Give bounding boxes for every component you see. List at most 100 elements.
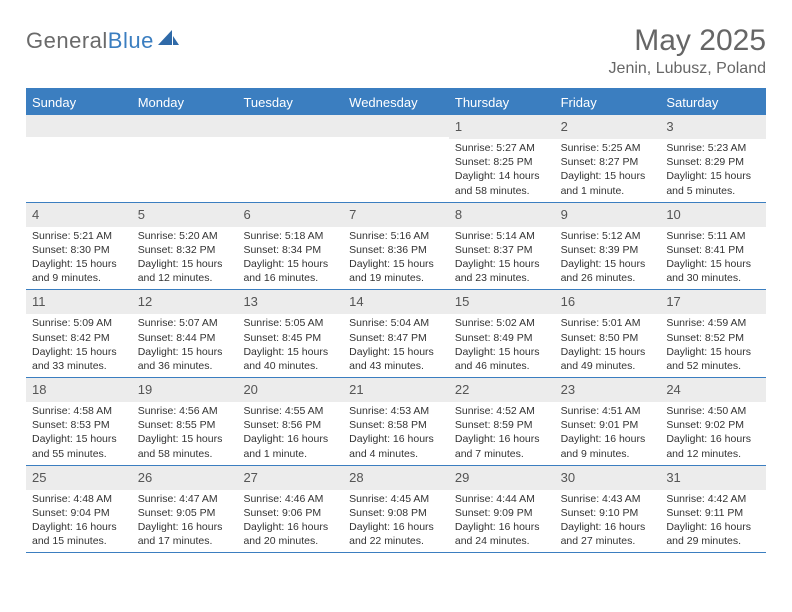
logo-word2: Blue <box>108 28 154 53</box>
daynum-row: 25 <box>26 466 132 490</box>
daynum-row: 23 <box>555 378 661 402</box>
day-cell-31: 31Sunrise: 4:42 AMSunset: 9:11 PMDayligh… <box>660 466 766 553</box>
daynum-row: 20 <box>237 378 343 402</box>
daynum-row <box>237 115 343 137</box>
day-cell-10: 10Sunrise: 5:11 AMSunset: 8:41 PMDayligh… <box>660 203 766 290</box>
location: Jenin, Lubusz, Poland <box>609 60 766 78</box>
day-detail: Sunrise: 4:46 AMSunset: 9:06 PMDaylight:… <box>237 490 343 549</box>
weekday-thursday: Thursday <box>449 90 555 115</box>
day-cell-14: 14Sunrise: 5:04 AMSunset: 8:47 PMDayligh… <box>343 290 449 377</box>
daynum-row: 9 <box>555 203 661 227</box>
day-number: 21 <box>349 382 363 397</box>
weekday-row: SundayMondayTuesdayWednesdayThursdayFrid… <box>26 90 766 115</box>
day-number: 7 <box>349 207 356 222</box>
day-detail: Sunrise: 5:01 AMSunset: 8:50 PMDaylight:… <box>555 314 661 373</box>
daynum-row: 6 <box>237 203 343 227</box>
day-number: 26 <box>138 470 152 485</box>
sail-icon <box>158 30 180 53</box>
daynum-row: 14 <box>343 290 449 314</box>
logo-text: GeneralBlue <box>26 28 154 54</box>
day-detail: Sunrise: 5:20 AMSunset: 8:32 PMDaylight:… <box>132 227 238 286</box>
daynum-row: 22 <box>449 378 555 402</box>
day-cell-18: 18 Sunrise: 4:58 AMSunset: 8:53 PMDayligh… <box>26 378 132 465</box>
daynum-row: 8 <box>449 203 555 227</box>
day-detail: Sunrise: 5:14 AMSunset: 8:37 PMDaylight:… <box>449 227 555 286</box>
day-detail: Sunrise: 4:47 AMSunset: 9:05 PMDaylight:… <box>132 490 238 549</box>
day-cell-4: 4Sunrise: 5:21 AMSunset: 8:30 PMDaylight… <box>26 203 132 290</box>
daynum-row: 2 <box>555 115 661 139</box>
daynum-row: 31 <box>660 466 766 490</box>
empty-cell <box>132 115 238 202</box>
day-detail: Sunrise: 5:09 AMSunset: 8:42 PMDaylight:… <box>26 314 132 373</box>
day-number: 24 <box>666 382 680 397</box>
day-cell-23: 23Sunrise: 4:51 AMSunset: 9:01 PMDayligh… <box>555 378 661 465</box>
day-detail: Sunrise: 5:02 AMSunset: 8:49 PMDaylight:… <box>449 314 555 373</box>
daynum-row: 3 <box>660 115 766 139</box>
day-cell-28: 28Sunrise: 4:45 AMSunset: 9:08 PMDayligh… <box>343 466 449 553</box>
daynum-row <box>132 115 238 137</box>
day-cell-29: 29 Sunrise: 4:44 AMSunset: 9:09 PMDayligh… <box>449 466 555 553</box>
day-number: 10 <box>666 207 680 222</box>
daynum-row: 12 <box>132 290 238 314</box>
day-number: 29 <box>455 470 469 485</box>
day-detail: Sunrise: 4:56 AMSunset: 8:55 PMDaylight:… <box>132 402 238 461</box>
day-cell-20: 20Sunrise: 4:55 AMSunset: 8:56 PMDayligh… <box>237 378 343 465</box>
daynum-row <box>26 115 132 137</box>
daynum-row: 17 <box>660 290 766 314</box>
daynum-row: 21 <box>343 378 449 402</box>
day-detail: Sunrise: 5:05 AMSunset: 8:45 PMDaylight:… <box>237 314 343 373</box>
calendar: SundayMondayTuesdayWednesdayThursdayFrid… <box>26 88 766 553</box>
week-row: 18 Sunrise: 4:58 AMSunset: 8:53 PMDayligh… <box>26 378 766 466</box>
day-detail: Sunrise: 4:58 AMSunset: 8:53 PMDaylight:… <box>26 402 132 461</box>
day-cell-3: 3Sunrise: 5:23 AMSunset: 8:29 PMDaylight… <box>660 115 766 202</box>
day-detail: Sunrise: 4:44 AMSunset: 9:09 PMDaylight:… <box>449 490 555 549</box>
day-cell-27: 27Sunrise: 4:46 AMSunset: 9:06 PMDayligh… <box>237 466 343 553</box>
day-number: 25 <box>32 470 46 485</box>
daynum-row <box>343 115 449 137</box>
day-number: 18 <box>32 382 46 397</box>
daynum-row: 16 <box>555 290 661 314</box>
day-number: 19 <box>138 382 152 397</box>
day-detail: Sunrise: 5:25 AMSunset: 8:27 PMDaylight:… <box>555 139 661 198</box>
day-detail: Sunrise: 5:27 AMSunset: 8:25 PMDaylight:… <box>449 139 555 198</box>
day-number: 15 <box>455 294 469 309</box>
day-detail: Sunrise: 4:53 AMSunset: 8:58 PMDaylight:… <box>343 402 449 461</box>
day-cell-21: 21 Sunrise: 4:53 AMSunset: 8:58 PMDayligh… <box>343 378 449 465</box>
day-number: 6 <box>243 207 250 222</box>
day-detail: Sunrise: 4:50 AMSunset: 9:02 PMDaylight:… <box>660 402 766 461</box>
day-number: 9 <box>561 207 568 222</box>
day-number: 30 <box>561 470 575 485</box>
day-detail: Sunrise: 5:23 AMSunset: 8:29 PMDaylight:… <box>660 139 766 198</box>
empty-cell <box>26 115 132 202</box>
day-number: 11 <box>32 294 46 309</box>
daynum-row: 27 <box>237 466 343 490</box>
empty-cell <box>237 115 343 202</box>
day-detail: Sunrise: 4:52 AMSunset: 8:59 PMDaylight:… <box>449 402 555 461</box>
month-title: May 2025 <box>609 24 766 58</box>
day-number: 17 <box>666 294 680 309</box>
day-cell-2: 2Sunrise: 5:25 AMSunset: 8:27 PMDaylight… <box>555 115 661 202</box>
day-cell-19: 19 Sunrise: 4:56 AMSunset: 8:55 PMDayligh… <box>132 378 238 465</box>
day-cell-16: 16Sunrise: 5:01 AMSunset: 8:50 PMDayligh… <box>555 290 661 377</box>
week-row: 25Sunrise: 4:48 AMSunset: 9:04 PMDayligh… <box>26 466 766 554</box>
day-number: 23 <box>561 382 575 397</box>
day-cell-9: 9Sunrise: 5:12 AMSunset: 8:39 PMDaylight… <box>555 203 661 290</box>
day-number: 8 <box>455 207 462 222</box>
daynum-row: 18 <box>26 378 132 402</box>
day-number: 14 <box>349 294 363 309</box>
week-row: 4Sunrise: 5:21 AMSunset: 8:30 PMDaylight… <box>26 203 766 291</box>
day-detail: Sunrise: 4:43 AMSunset: 9:10 PMDaylight:… <box>555 490 661 549</box>
week-row: 11 Sunrise: 5:09 AMSunset: 8:42 PMDayligh… <box>26 290 766 378</box>
title-block: May 2025 Jenin, Lubusz, Poland <box>609 24 766 78</box>
day-detail: Sunrise: 5:21 AMSunset: 8:30 PMDaylight:… <box>26 227 132 286</box>
weekday-sunday: Sunday <box>26 90 132 115</box>
weekday-tuesday: Tuesday <box>237 90 343 115</box>
daynum-row: 28 <box>343 466 449 490</box>
daynum-row: 11 <box>26 290 132 314</box>
daynum-row: 13 <box>237 290 343 314</box>
day-cell-15: 15 Sunrise: 5:02 AMSunset: 8:49 PMDayligh… <box>449 290 555 377</box>
daynum-row: 30 <box>555 466 661 490</box>
daynum-row: 26 <box>132 466 238 490</box>
day-cell-30: 30 Sunrise: 4:43 AMSunset: 9:10 PMDayligh… <box>555 466 661 553</box>
day-cell-22: 22Sunrise: 4:52 AMSunset: 8:59 PMDayligh… <box>449 378 555 465</box>
